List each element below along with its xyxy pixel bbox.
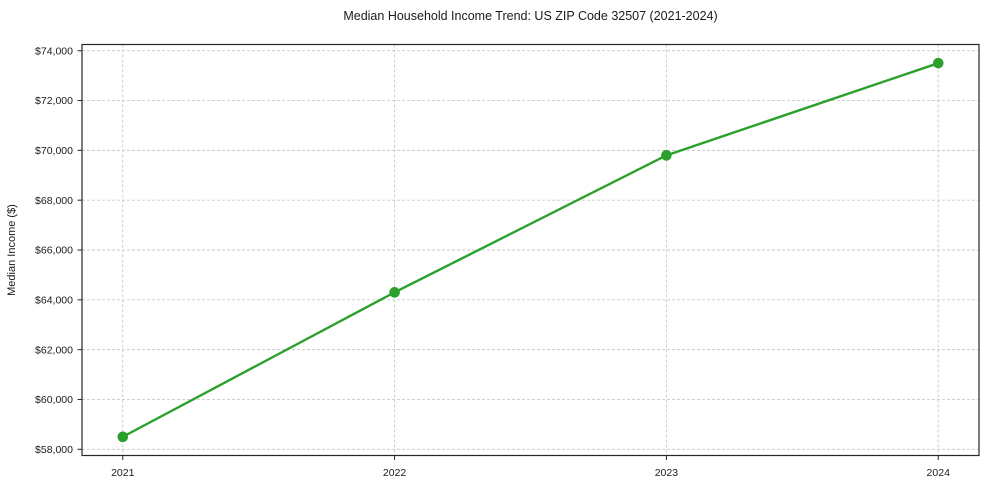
trend-line — [121, 61, 940, 439]
y-tick-label: $74,000 — [35, 45, 73, 57]
data-series — [117, 57, 944, 443]
y-tick-label: $64,000 — [35, 295, 73, 307]
data-point-marker — [932, 57, 944, 69]
y-tick-label: $66,000 — [35, 245, 73, 257]
plot-border — [81, 43, 980, 457]
data-point-marker — [117, 431, 129, 443]
y-tick-label: $70,000 — [35, 145, 73, 157]
gridlines — [82, 44, 979, 456]
x-tick-label: 2021 — [111, 467, 135, 479]
data-point-marker — [389, 287, 400, 298]
x-tick-label: 2023 — [655, 467, 679, 479]
y-tick-label: $58,000 — [35, 444, 73, 456]
axes — [77, 43, 980, 460]
tick-labels: $58,000 $60,000 $62,000 $64,000 $66,000 $68,0… — [35, 45, 950, 479]
y-tick-label: $60,000 — [35, 394, 73, 406]
y-axis-label: Median Income ($) — [6, 204, 18, 296]
x-tick-label: 2024 — [927, 467, 951, 479]
y-tick-label: $68,000 — [35, 195, 73, 207]
x-tick-label: 2022 — [383, 467, 407, 479]
y-tick-label: $72,000 — [35, 95, 73, 107]
data-point-marker — [661, 150, 672, 161]
chart-title: Median Household Income Trend: US ZIP Co… — [343, 9, 717, 23]
y-tick-label: $62,000 — [35, 344, 73, 356]
